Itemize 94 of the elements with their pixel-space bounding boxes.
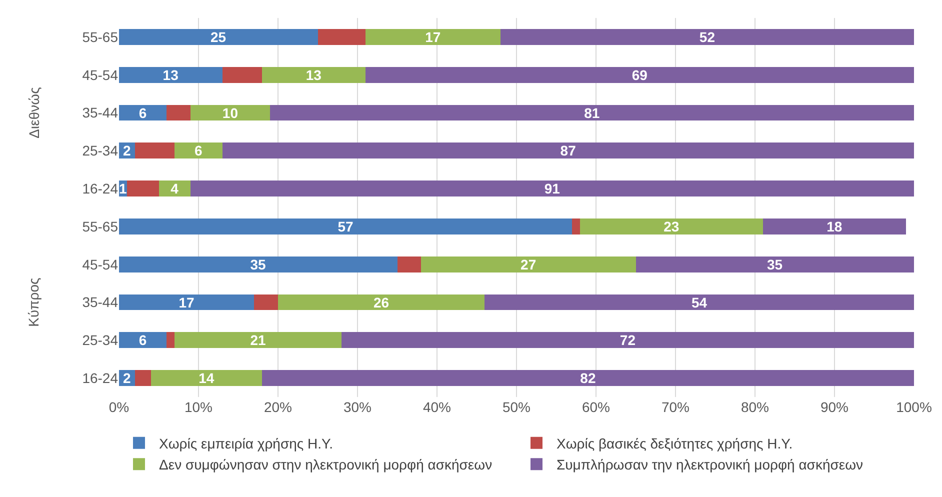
y-tick-label: 55-65	[82, 218, 118, 234]
bar	[421, 256, 636, 272]
bar	[572, 218, 580, 234]
data-label: 35	[250, 256, 266, 272]
data-label: 54	[691, 294, 708, 310]
data-label: 35	[766, 256, 783, 272]
bar	[365, 66, 914, 83]
bar	[134, 142, 175, 159]
data-label: 25	[210, 28, 226, 45]
bar	[484, 294, 914, 310]
bar	[119, 28, 318, 45]
bar	[126, 180, 159, 197]
bar	[119, 294, 254, 310]
bar	[278, 294, 485, 310]
bar	[318, 28, 366, 45]
bar	[262, 66, 366, 83]
bar	[222, 142, 914, 159]
x-tick-label: 50%	[502, 399, 531, 415]
bar	[580, 218, 763, 234]
bar	[222, 66, 262, 83]
data-label: 6	[194, 142, 202, 159]
y-tick-label: 55-65	[82, 28, 118, 45]
bar	[119, 256, 398, 272]
bar	[500, 28, 914, 45]
y-tick-label: 35-44	[82, 294, 118, 310]
bar	[150, 370, 262, 386]
bar	[174, 332, 342, 348]
bar	[254, 294, 278, 310]
legend-label: Χωρίς εμπειρία χρήσης Η.Υ.	[159, 435, 333, 452]
data-label: 91	[544, 180, 560, 197]
x-tick-label: 40%	[422, 399, 452, 415]
y-tick-label: 25-34	[82, 142, 118, 159]
data-label: 18	[826, 218, 842, 234]
x-tick-label: 100%	[896, 399, 932, 415]
data-label: 4	[170, 180, 179, 197]
bar	[762, 218, 906, 234]
bar	[262, 370, 914, 386]
data-label: 69	[632, 66, 648, 83]
data-label: 26	[373, 294, 390, 310]
legend-label: Χωρίς βασικές δεξιότητες χρήσης Η.Υ.	[556, 435, 793, 452]
y-tick-label: 16-24	[82, 180, 118, 196]
bar	[636, 256, 914, 272]
text: Κύπρος	[25, 277, 42, 327]
data-label: 10	[222, 104, 238, 121]
data-label: 6	[138, 332, 147, 348]
x-tick-label: 0%	[108, 399, 130, 415]
data-label: 52	[699, 28, 716, 45]
x-tick-label: 10%	[184, 399, 213, 415]
x-tick-label: 20%	[264, 399, 292, 415]
data-label: 72	[620, 332, 636, 348]
data-label: 57	[338, 218, 354, 234]
legend-label: Συμπλήρωσαν την ηλεκτρονική μορφή ασκήσεων	[556, 456, 864, 473]
data-label: 82	[580, 370, 596, 386]
data-label: 87	[560, 142, 576, 159]
bar	[342, 332, 914, 348]
bar	[365, 28, 501, 45]
data-label: 81	[584, 104, 600, 121]
legend-label: Δεν συμφώνησαν στην ηλεκτρονική μορφή ασκήσεων	[159, 456, 492, 473]
bar	[174, 142, 222, 159]
data-label: 27	[520, 256, 536, 272]
bar	[119, 218, 572, 234]
bar	[119, 66, 222, 83]
bar	[134, 370, 151, 386]
bar	[190, 180, 914, 197]
data-label: 14	[198, 370, 214, 386]
bar	[166, 104, 191, 121]
data-label: 21	[250, 332, 266, 348]
bar	[166, 332, 175, 348]
data-label: 13	[306, 66, 322, 83]
x-tick-label: 30%	[343, 399, 372, 415]
data-label: 23	[664, 218, 680, 234]
x-tick-label: 90%	[820, 399, 849, 415]
x-tick-label: 70%	[661, 399, 690, 415]
data-label: 2	[122, 142, 131, 159]
y-tick-label: 45-54	[82, 256, 118, 272]
y-tick-label: 45-54	[82, 66, 118, 83]
bar	[119, 104, 167, 121]
y-tick-label: 16-24	[82, 370, 118, 386]
data-label: 13	[162, 66, 179, 83]
bar	[158, 180, 191, 197]
data-label: 6	[138, 104, 147, 121]
data-label: 17	[178, 294, 194, 310]
data-label: 2	[122, 370, 131, 386]
data-label: 17	[425, 28, 441, 45]
bar	[270, 104, 914, 121]
y-tick-label: 35-44	[82, 104, 118, 121]
x-tick-label: 60%	[582, 399, 610, 415]
bar	[119, 332, 167, 348]
bar	[397, 256, 422, 272]
y-tick-label: 25-34	[82, 332, 118, 348]
text: Διεθνώς	[26, 86, 42, 138]
data-label: 1	[118, 180, 127, 197]
x-tick-label: 80%	[740, 399, 770, 415]
bar	[190, 104, 270, 121]
